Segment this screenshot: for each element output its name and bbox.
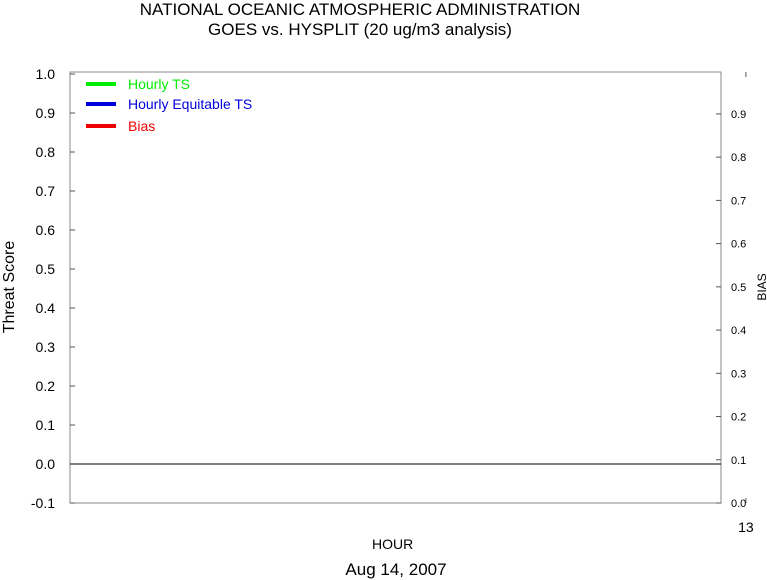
y-tick-label: 0.8 — [36, 144, 56, 160]
legend-label: Bias — [128, 118, 155, 134]
legend-label: Hourly TS — [128, 76, 190, 92]
y-tick-label: 1.0 — [36, 66, 56, 82]
legend-label: Hourly Equitable TS — [128, 96, 252, 112]
y2-tick-label: 0.8 — [731, 152, 746, 164]
x-axis-label: HOUR — [372, 536, 414, 552]
y-tick-label: 0.3 — [36, 339, 56, 355]
y-tick-label: 0.4 — [36, 300, 56, 316]
y-tick-label: 0.0 — [36, 456, 56, 472]
y2-tick-label: 0.7 — [731, 195, 746, 207]
y2-tick-label: 0.9 — [731, 109, 746, 121]
y2-tick-label: 0.2 — [731, 412, 746, 424]
y-tick-label: 0.5 — [36, 261, 56, 277]
chart-date: Aug 14, 2007 — [345, 560, 447, 579]
chart-subtitle: GOES vs. HYSPLIT (20 ug/m3 analysis) — [208, 20, 512, 39]
y-tick-label: 0.7 — [36, 183, 56, 199]
y-tick-label: -0.1 — [31, 495, 55, 511]
y-tick-label: 0.2 — [36, 378, 56, 394]
y2-tick-label: 0.6 — [731, 239, 746, 251]
x-tick-label: 13 — [738, 519, 754, 535]
y-tick-label: 0.1 — [36, 417, 56, 433]
plot-frame — [69, 71, 722, 504]
y2-tick-label: 0.4 — [731, 325, 746, 337]
y2-tick-label: 0.0 — [731, 498, 746, 510]
y-tick-label: 0.9 — [36, 105, 56, 121]
y-tick-label: 0.6 — [36, 222, 56, 238]
chart-title: NATIONAL OCEANIC ATMOSPHERIC ADMINISTRAT… — [139, 0, 581, 19]
y2-tick-label: 0.5 — [731, 282, 746, 294]
y2-tick-label: 0.3 — [731, 368, 746, 380]
y2-tick-label: 0.1 — [731, 455, 746, 467]
